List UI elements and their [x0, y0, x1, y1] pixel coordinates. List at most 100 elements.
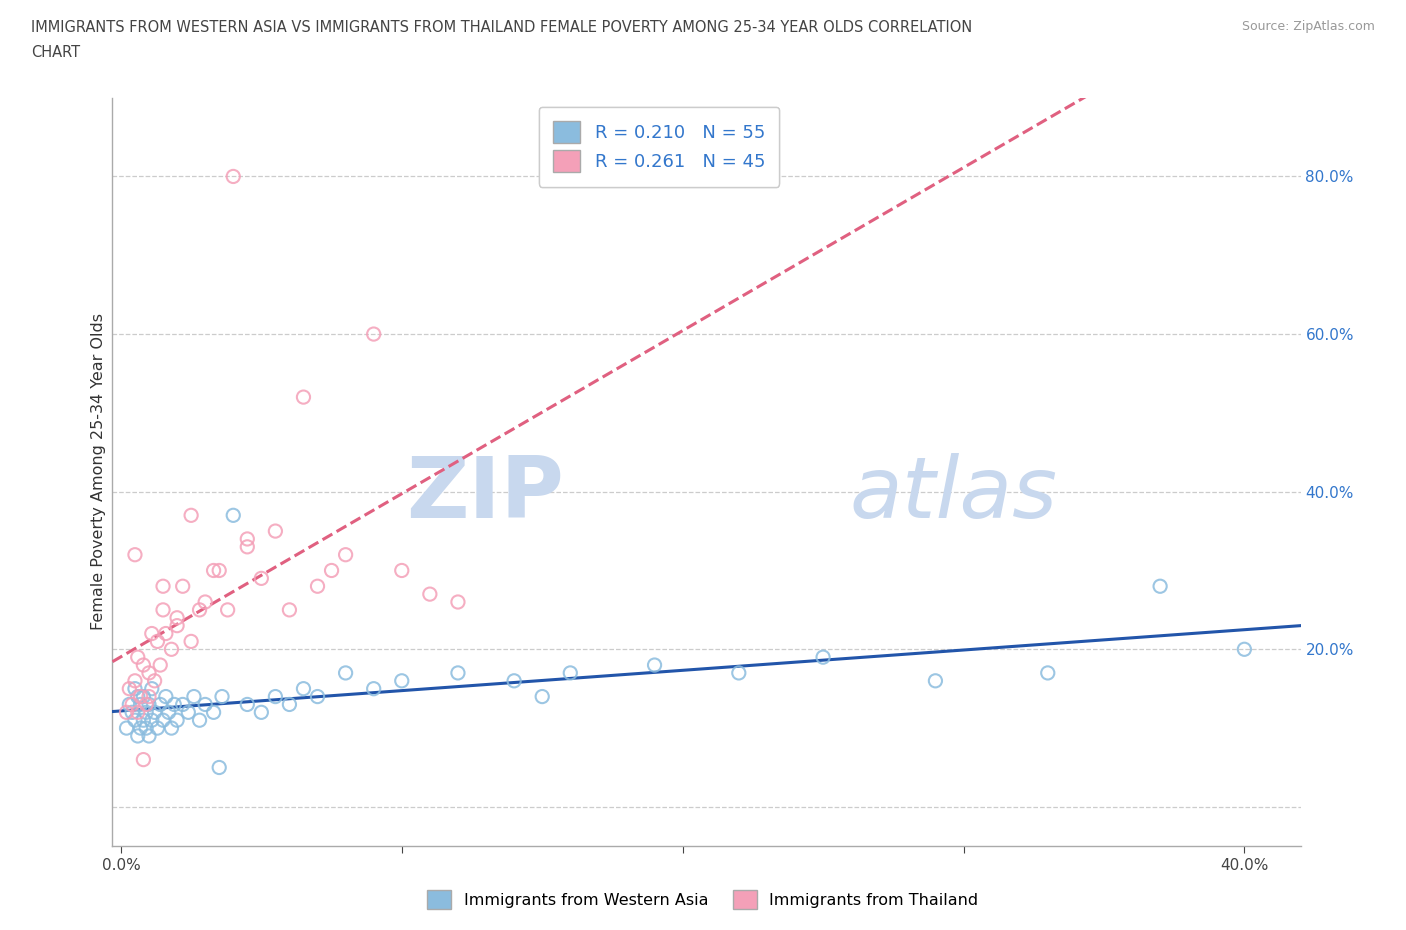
Point	[132, 658, 155, 672]
Point	[335, 666, 357, 681]
Point	[118, 682, 141, 697]
Point	[222, 508, 245, 523]
Point	[321, 563, 343, 578]
Point	[644, 658, 666, 672]
Point	[307, 578, 329, 593]
Point	[160, 721, 183, 736]
Point	[264, 524, 287, 538]
Text: atlas: atlas	[849, 453, 1057, 536]
Legend: Immigrants from Western Asia, Immigrants from Thailand: Immigrants from Western Asia, Immigrants…	[419, 882, 987, 917]
Point	[172, 697, 194, 711]
Point	[115, 705, 138, 720]
Y-axis label: Female Poverty Among 25-34 Year Olds: Female Poverty Among 25-34 Year Olds	[90, 313, 105, 631]
Point	[307, 689, 329, 704]
Point	[194, 594, 217, 609]
Point	[363, 682, 385, 697]
Point	[143, 705, 166, 720]
Point	[152, 712, 174, 727]
Point	[727, 666, 749, 681]
Point	[419, 587, 441, 602]
Point	[146, 721, 169, 736]
Point	[202, 705, 225, 720]
Point	[503, 673, 526, 688]
Point	[292, 390, 315, 405]
Point	[194, 697, 217, 711]
Point	[124, 673, 146, 688]
Point	[121, 697, 143, 711]
Point	[560, 666, 582, 681]
Point	[391, 673, 413, 688]
Point	[188, 603, 211, 618]
Point	[129, 689, 152, 704]
Point	[115, 721, 138, 736]
Point	[127, 689, 149, 704]
Point	[121, 705, 143, 720]
Point	[811, 650, 834, 665]
Point	[163, 697, 186, 711]
Point	[264, 689, 287, 704]
Point	[143, 673, 166, 688]
Point	[250, 571, 273, 586]
Point	[138, 697, 160, 711]
Point	[391, 563, 413, 578]
Point	[118, 697, 141, 711]
Point	[1233, 642, 1256, 657]
Point	[188, 712, 211, 727]
Point	[132, 712, 155, 727]
Point	[236, 697, 259, 711]
Point	[124, 547, 146, 562]
Point	[208, 563, 231, 578]
Point	[1149, 578, 1171, 593]
Point	[124, 712, 146, 727]
Point	[135, 721, 157, 736]
Point	[135, 705, 157, 720]
Point	[152, 578, 174, 593]
Point	[217, 603, 239, 618]
Text: ZIP: ZIP	[406, 453, 564, 536]
Point	[132, 752, 155, 767]
Point	[141, 682, 163, 697]
Point	[152, 603, 174, 618]
Point	[160, 642, 183, 657]
Point	[202, 563, 225, 578]
Point	[363, 326, 385, 341]
Point	[183, 689, 205, 704]
Point	[124, 682, 146, 697]
Point	[127, 705, 149, 720]
Point	[1036, 666, 1059, 681]
Point	[132, 689, 155, 704]
Point	[447, 666, 470, 681]
Point	[166, 610, 188, 625]
Point	[180, 508, 202, 523]
Point	[127, 728, 149, 743]
Text: Source: ZipAtlas.com: Source: ZipAtlas.com	[1241, 20, 1375, 33]
Point	[127, 650, 149, 665]
Point	[129, 721, 152, 736]
Point	[138, 666, 160, 681]
Point	[278, 603, 301, 618]
Point	[292, 682, 315, 697]
Point	[166, 618, 188, 633]
Point	[155, 626, 177, 641]
Point	[208, 760, 231, 775]
Point	[335, 547, 357, 562]
Point	[278, 697, 301, 711]
Point	[141, 712, 163, 727]
Point	[211, 689, 233, 704]
Legend: R = 0.210   N = 55, R = 0.261   N = 45: R = 0.210 N = 55, R = 0.261 N = 45	[538, 107, 779, 187]
Point	[146, 634, 169, 649]
Point	[138, 689, 160, 704]
Point	[155, 689, 177, 704]
Point	[236, 532, 259, 547]
Point	[135, 697, 157, 711]
Point	[531, 689, 554, 704]
Point	[180, 634, 202, 649]
Point	[157, 705, 180, 720]
Text: IMMIGRANTS FROM WESTERN ASIA VS IMMIGRANTS FROM THAILAND FEMALE POVERTY AMONG 25: IMMIGRANTS FROM WESTERN ASIA VS IMMIGRAN…	[31, 20, 972, 35]
Point	[138, 728, 160, 743]
Point	[177, 705, 200, 720]
Point	[129, 697, 152, 711]
Point	[166, 712, 188, 727]
Point	[149, 658, 172, 672]
Point	[447, 594, 470, 609]
